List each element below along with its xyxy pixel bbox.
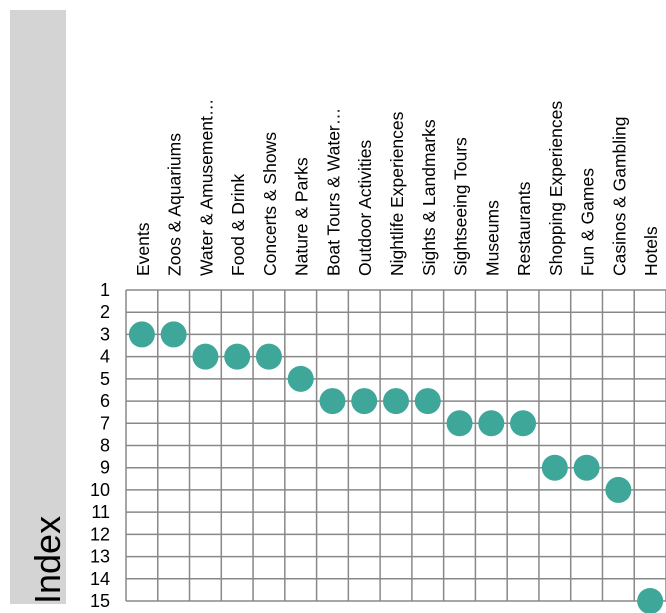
y-tick-label: 12 — [90, 524, 110, 544]
y-tick-label: 8 — [100, 436, 110, 456]
x-tick-label: Hotels — [641, 226, 661, 276]
x-tick-label: Sights & Landmarks — [419, 119, 439, 276]
y-tick-label: 4 — [100, 347, 110, 367]
data-point — [351, 388, 378, 415]
x-tick-label: Concerts & Shows — [260, 132, 280, 276]
x-tick-label: Water & Amusement… — [196, 99, 216, 276]
y-axis-label: Index — [27, 516, 68, 604]
data-point — [510, 410, 537, 437]
y-tick-label: 7 — [100, 413, 110, 433]
grid — [125, 289, 666, 602]
x-tick-label: Museums — [482, 200, 502, 276]
data-point — [478, 410, 505, 437]
y-tick-label: 10 — [90, 480, 110, 500]
x-tick-label: Shopping Experiences — [546, 101, 566, 276]
x-tick-label: Fun & Games — [578, 168, 598, 276]
y-tick-label: 5 — [100, 369, 110, 389]
y-tick-label: 2 — [100, 302, 110, 322]
data-point — [383, 388, 409, 415]
y-tick-label: 3 — [100, 324, 110, 344]
data-point — [192, 343, 219, 370]
y-tick-label: 1 — [100, 280, 110, 300]
x-tick-label: Zoos & Aquariums — [165, 133, 185, 276]
y-tick-label: 13 — [90, 547, 110, 567]
data-point — [637, 588, 664, 613]
data-point — [160, 321, 187, 348]
x-tick-label: Boat Tours & Water… — [323, 108, 343, 276]
y-tick-label: 6 — [100, 391, 110, 411]
x-tick-label: Nightlife Experiences — [387, 111, 407, 276]
x-tick-label: Nature & Parks — [292, 157, 312, 276]
x-tick-label: Events — [133, 222, 153, 276]
data-point — [605, 476, 632, 503]
data-point — [573, 454, 600, 481]
data-point — [541, 454, 568, 481]
x-tick-label: Food & Drink — [228, 174, 248, 276]
x-tick-label: Restaurants — [514, 181, 534, 276]
data-point — [224, 343, 251, 370]
data-point — [128, 321, 155, 348]
y-tick-label: 15 — [90, 591, 110, 611]
data-point — [414, 388, 441, 415]
y-tick-label: 14 — [90, 569, 110, 589]
y-tick-label: 9 — [100, 458, 110, 478]
data-point — [319, 388, 346, 415]
x-tick-label: Outdoor Activities — [355, 140, 375, 276]
y-tick-label: 11 — [91, 502, 110, 522]
y-axis-panel — [10, 10, 66, 604]
data-point — [255, 343, 282, 370]
data-point — [287, 365, 314, 392]
x-tick-label: Sightseeing Tours — [451, 137, 471, 276]
x-tick-label: Casinos & Gambling — [609, 116, 629, 276]
data-point — [446, 410, 473, 437]
